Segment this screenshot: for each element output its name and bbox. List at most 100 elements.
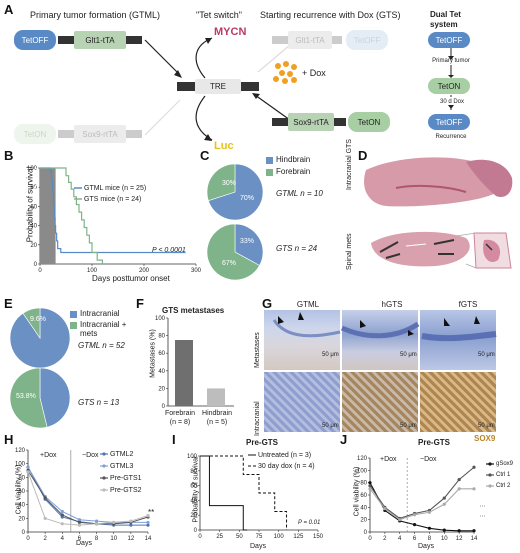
e-pie1-label: GTML n = 52 — [78, 341, 125, 350]
g-col-gtml: GTML — [296, 300, 320, 309]
j-legend-marker — [488, 484, 492, 488]
tre-box: TRE — [195, 79, 241, 94]
panel-label-a: A — [4, 2, 14, 17]
tet-switch-heading: "Tet switch" — [196, 10, 242, 20]
i-x-tick-label: 75 — [256, 534, 263, 540]
e-pie2-pct: 53.8% — [16, 393, 36, 400]
i-y-tick-label: 20 — [190, 513, 197, 519]
h-point — [146, 520, 150, 525]
b-pvalue: P < 0.0001 — [152, 247, 186, 254]
j-point — [368, 481, 372, 485]
c-pie1-slice — [206, 163, 236, 202]
c-pie1-slice — [207, 163, 264, 221]
i-x-tick-label: 50 — [236, 534, 243, 540]
j-point — [442, 528, 446, 532]
e-legend-mets: Intracranial + mets — [80, 320, 127, 338]
i-y-tick-label: 80 — [190, 469, 197, 475]
teton-pill: TetON — [348, 112, 390, 132]
j-y-tick-label: 40 — [360, 505, 367, 511]
sox9-rtta-box-faded: Sox9-rtTA — [74, 125, 126, 143]
h-legend-marker — [102, 488, 106, 492]
h-point — [94, 522, 99, 526]
g-scale-4: 50 μm — [322, 423, 339, 429]
e-pie1-pct: 9.6% — [30, 316, 46, 323]
h-x-tick-label: 12 — [128, 536, 135, 542]
h-point — [129, 523, 133, 527]
f-cat2n: (n = 5) — [206, 419, 228, 426]
i-y-tick-label: 60 — [190, 484, 197, 490]
gene-block — [58, 36, 74, 44]
i-title: Pre-GTS — [246, 438, 279, 447]
h-x-tick-label: 6 — [78, 536, 82, 542]
i-x-tick-label: 0 — [198, 534, 202, 540]
h-y-tick-label: 120 — [15, 448, 26, 454]
h-point — [129, 519, 133, 523]
h-x-tick-label: 14 — [145, 536, 152, 542]
j-title: Pre-GTS — [418, 438, 451, 447]
i-legend-2: 30 day dox (n = 4) — [258, 463, 315, 470]
j-y-tick-label: 80 — [360, 481, 367, 487]
j-series-line — [369, 466, 475, 520]
h-point — [60, 522, 64, 526]
g-scale-5: 50 μm — [400, 423, 417, 429]
f-y-tick-label: 0 — [162, 404, 166, 410]
gene-block — [272, 118, 288, 126]
j-y-tick-label: 0 — [364, 530, 368, 536]
h-legend-marker — [102, 476, 106, 480]
h-y-tick-label: 100 — [15, 462, 26, 468]
g-image-fgts-intra — [420, 372, 496, 432]
c-pie2-label: GTS n = 24 — [276, 244, 318, 253]
c-legend-swatch-hindbrain — [266, 157, 273, 164]
h-series-line — [27, 471, 149, 526]
j-point — [368, 487, 372, 491]
panel-label-g: G — [262, 296, 273, 311]
b-series-line — [40, 167, 186, 254]
c-legend-swatch-forebrain — [266, 169, 273, 176]
h-point — [77, 520, 82, 525]
j-point — [457, 529, 461, 533]
e-legend-swatch-mets — [70, 322, 77, 329]
j-legend-2: Ctrl 1 — [496, 472, 511, 478]
j-series-line — [369, 488, 474, 521]
j-point — [427, 526, 432, 530]
b-x-tick-label: 100 — [87, 268, 98, 274]
gene-block-faded — [272, 36, 288, 44]
h-point — [112, 520, 116, 525]
days30-label: 30 d Dox — [439, 99, 464, 105]
j-point — [442, 496, 446, 500]
dual-tet-arrows — [448, 48, 454, 110]
b-y-tick-label: 0 — [34, 262, 38, 268]
h-point — [94, 519, 99, 523]
dox-dots — [273, 61, 297, 84]
e-pie1-slice — [22, 307, 41, 339]
c-pie2-pct-b: 33% — [240, 238, 255, 245]
j-xlabel: Days — [418, 543, 434, 550]
g-arrows — [272, 312, 497, 342]
dual-tet-title: Dual Tet system — [430, 10, 461, 29]
h-legend-marker — [102, 452, 106, 456]
j-point — [412, 513, 417, 517]
j-point — [368, 484, 372, 488]
e-legend-intracranial: Intracranial — [80, 309, 120, 318]
g-scale-3: 50 μm — [478, 352, 495, 358]
j-point — [472, 465, 476, 469]
h-y-tick-label: 60 — [18, 489, 25, 495]
panel-label-j: J — [340, 432, 348, 447]
h-point — [26, 465, 30, 469]
panel-label-c: C — [200, 148, 210, 163]
j-legend-3: Ctrl 2 — [496, 483, 511, 489]
g-scale-1: 50 μm — [322, 352, 339, 358]
i-x-tick-label: 150 — [313, 534, 324, 540]
g-sox9-label: SOX9 — [474, 434, 496, 443]
j-point — [457, 487, 461, 491]
h-x-tick-label: 0 — [26, 536, 30, 542]
gene-block-faded — [332, 36, 342, 44]
teton-pill-faded: TetON — [14, 124, 56, 144]
panel-label-i: I — [172, 432, 176, 447]
h-point — [60, 509, 64, 514]
j-legend-marker — [488, 462, 492, 466]
i-y-tick-label: 40 — [190, 498, 197, 504]
